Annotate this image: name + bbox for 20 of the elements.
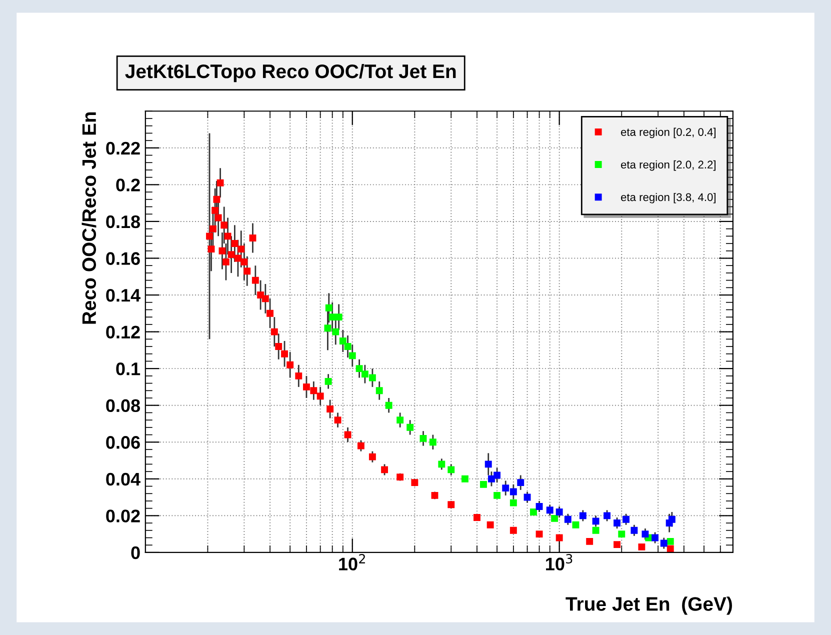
legend-label: eta region [0.2, 0.4] — [621, 128, 716, 138]
y-tick-label: 0.02 — [106, 510, 140, 522]
y-tick-label: 0.2 — [116, 178, 140, 192]
y-tick-label: 0.1 — [116, 362, 140, 376]
y-tick-label: 0.16 — [106, 252, 140, 265]
x-tick-label: 10$^{2}$ — [339, 554, 365, 570]
y-tick-label: 0.22 — [106, 142, 140, 155]
y-tick-label: 0.18 — [106, 215, 140, 228]
y-axis-title: Reco OOC/Reco Jet En — [82, 112, 96, 324]
y-tick-label: 0.14 — [106, 288, 140, 302]
legend-label: eta region [3.8, 4.0] — [621, 192, 716, 204]
x-tick-label: 10$^{3}$ — [546, 554, 572, 570]
y-tick-label: 0.08 — [106, 399, 140, 412]
y-tick-label: 0.06 — [106, 436, 140, 449]
chart-title: JetKt6LCTopo Reco OOC/Tot Jet En — [125, 64, 456, 82]
y-tick-label: 0.04 — [106, 472, 140, 486]
x-axis-title: True Jet En (GeV) — [566, 596, 732, 615]
y-tick-label: 0 — [131, 546, 140, 560]
y-tick-label: 0.12 — [106, 326, 140, 339]
legend-label: eta region [2.0, 2.2] — [621, 160, 716, 171]
